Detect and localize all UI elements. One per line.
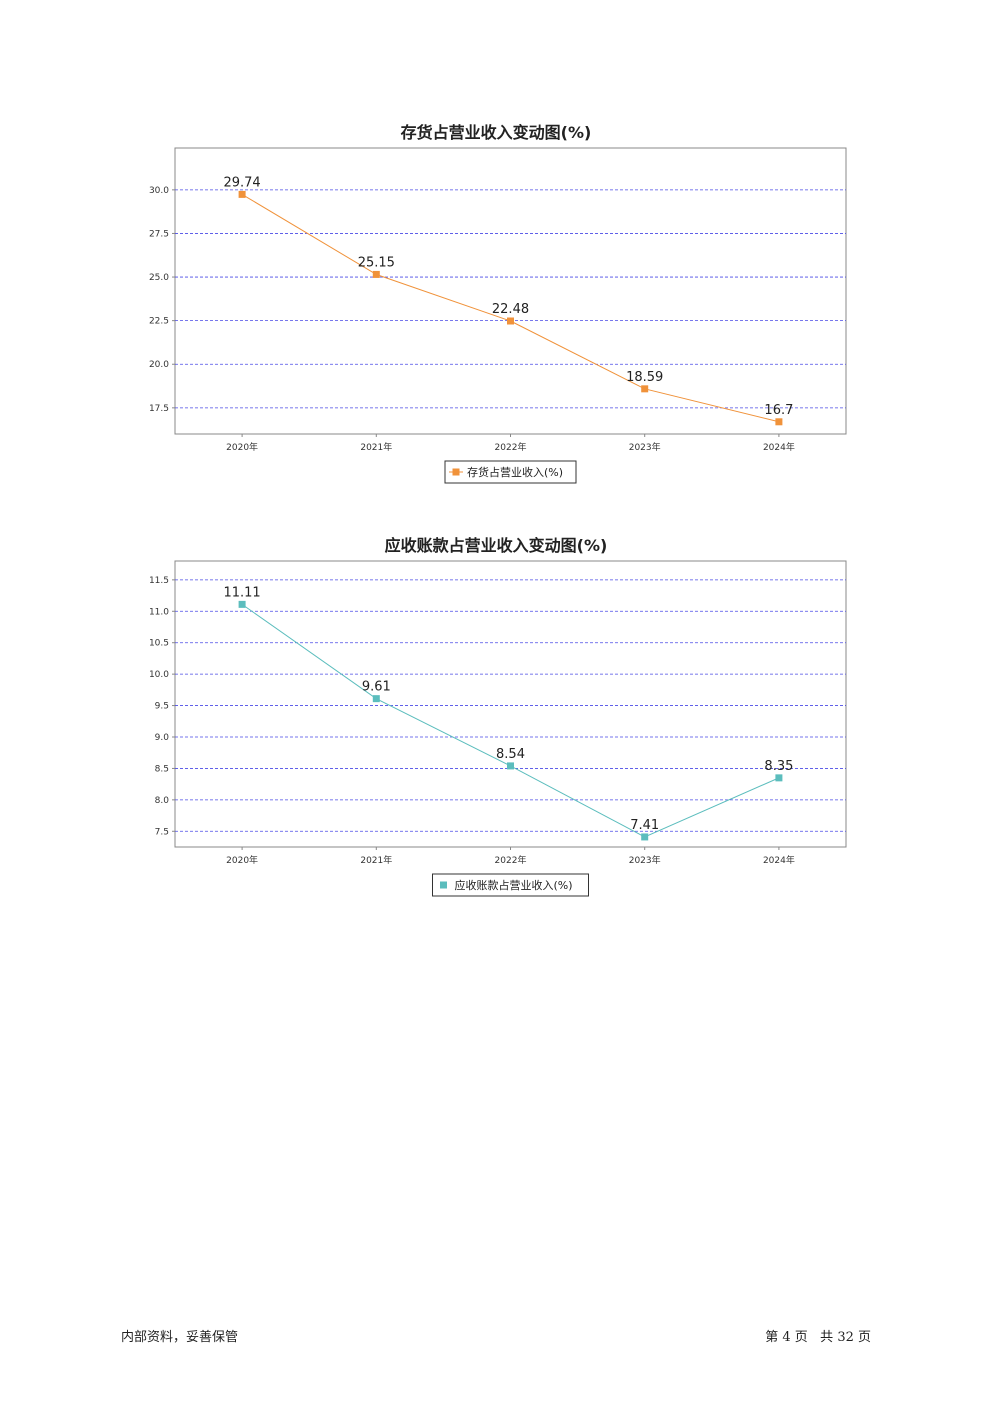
plot-area [174, 147, 847, 435]
y-tick-label: 11.0 [149, 607, 169, 617]
data-label: 9.61 [362, 680, 391, 695]
data-label: 25.15 [358, 255, 395, 270]
y-tick-label: 11.5 [149, 576, 169, 586]
data-label: 8.54 [496, 747, 525, 762]
data-label: 8.35 [764, 759, 793, 774]
inventory-chart: 存货占营业收入变动图(%) 17.5 20.0 22.5 25.0 27.5 30.0 20… [0, 115, 992, 495]
data-point [372, 695, 380, 703]
x-tick-label: 2020年 [226, 441, 258, 453]
x-tick-label: 2021年 [360, 441, 392, 453]
legend-box [432, 873, 589, 897]
data-point [372, 270, 380, 278]
data-label: 29.74 [223, 175, 260, 190]
legend-label: 存货占营业收入(%) [467, 465, 563, 479]
data-point [641, 833, 649, 841]
x-tick-label: 2024年 [763, 854, 795, 866]
x-tick-label: 2024年 [763, 441, 795, 453]
y-tick-label: 22.5 [149, 317, 169, 327]
y-tick-label: 7.5 [155, 827, 169, 837]
data-point [238, 190, 246, 198]
x-tick-label: 2023年 [629, 854, 661, 866]
data-label: 11.11 [223, 585, 260, 600]
y-tick-label: 9.0 [155, 733, 170, 743]
data-label: 22.48 [492, 302, 529, 317]
y-tick-label: 25.0 [149, 273, 169, 283]
y-tick-label: 27.5 [149, 229, 169, 239]
y-tick-label: 10.5 [149, 639, 169, 649]
chart-title: 存货占营业收入变动图(%) [400, 123, 592, 142]
x-tick-label: 2020年 [226, 854, 258, 866]
legend-box [444, 460, 577, 484]
data-label: 18.59 [626, 370, 663, 385]
legend-label: 应收账款占营业收入(%) [455, 878, 573, 892]
x-tick-label: 2022年 [495, 441, 527, 453]
y-tick-label: 9.5 [155, 702, 169, 712]
y-tick-label: 17.5 [149, 404, 169, 414]
receivables-chart: 应收账款占营业收入变动图(%) 7.5 8.0 8.5 9.0 9.5 10.0 10.5 1… [0, 528, 992, 908]
receivables-chart-svg: 7.5 8.0 8.5 9.0 9.5 10.0 10.5 11.0 11.5 2020年 2021… [149, 560, 847, 897]
chart-title: 应收账款占营业收入变动图(%) [384, 536, 608, 555]
data-point [238, 600, 246, 608]
data-point [775, 418, 783, 426]
x-tick-label: 2022年 [495, 854, 527, 866]
data-label: 16.7 [764, 403, 793, 418]
data-point [775, 774, 783, 782]
plot-area [174, 560, 847, 848]
legend-marker [452, 468, 460, 476]
data-point [507, 317, 514, 325]
data-label: 7.41 [630, 818, 659, 833]
y-tick-label: 10.0 [149, 670, 169, 680]
data-point [641, 385, 649, 393]
y-tick-label: 8.5 [155, 764, 169, 774]
legend-marker [440, 881, 447, 889]
y-tick-label: 30.0 [149, 186, 169, 196]
x-tick-label: 2021年 [360, 854, 392, 866]
footer-page-number: 第 4 页 共 32 页 [765, 1330, 871, 1345]
y-tick-label: 20.0 [149, 360, 169, 370]
footer-confidential-note: 内部资料，妥善保管 [121, 1330, 239, 1345]
data-point [507, 762, 514, 770]
x-tick-label: 2023年 [629, 441, 661, 453]
y-tick-label: 8.0 [155, 796, 170, 806]
inventory-chart-svg: 17.5 20.0 22.5 25.0 27.5 30.0 2020年 2021年 2022年 2… [149, 147, 847, 484]
